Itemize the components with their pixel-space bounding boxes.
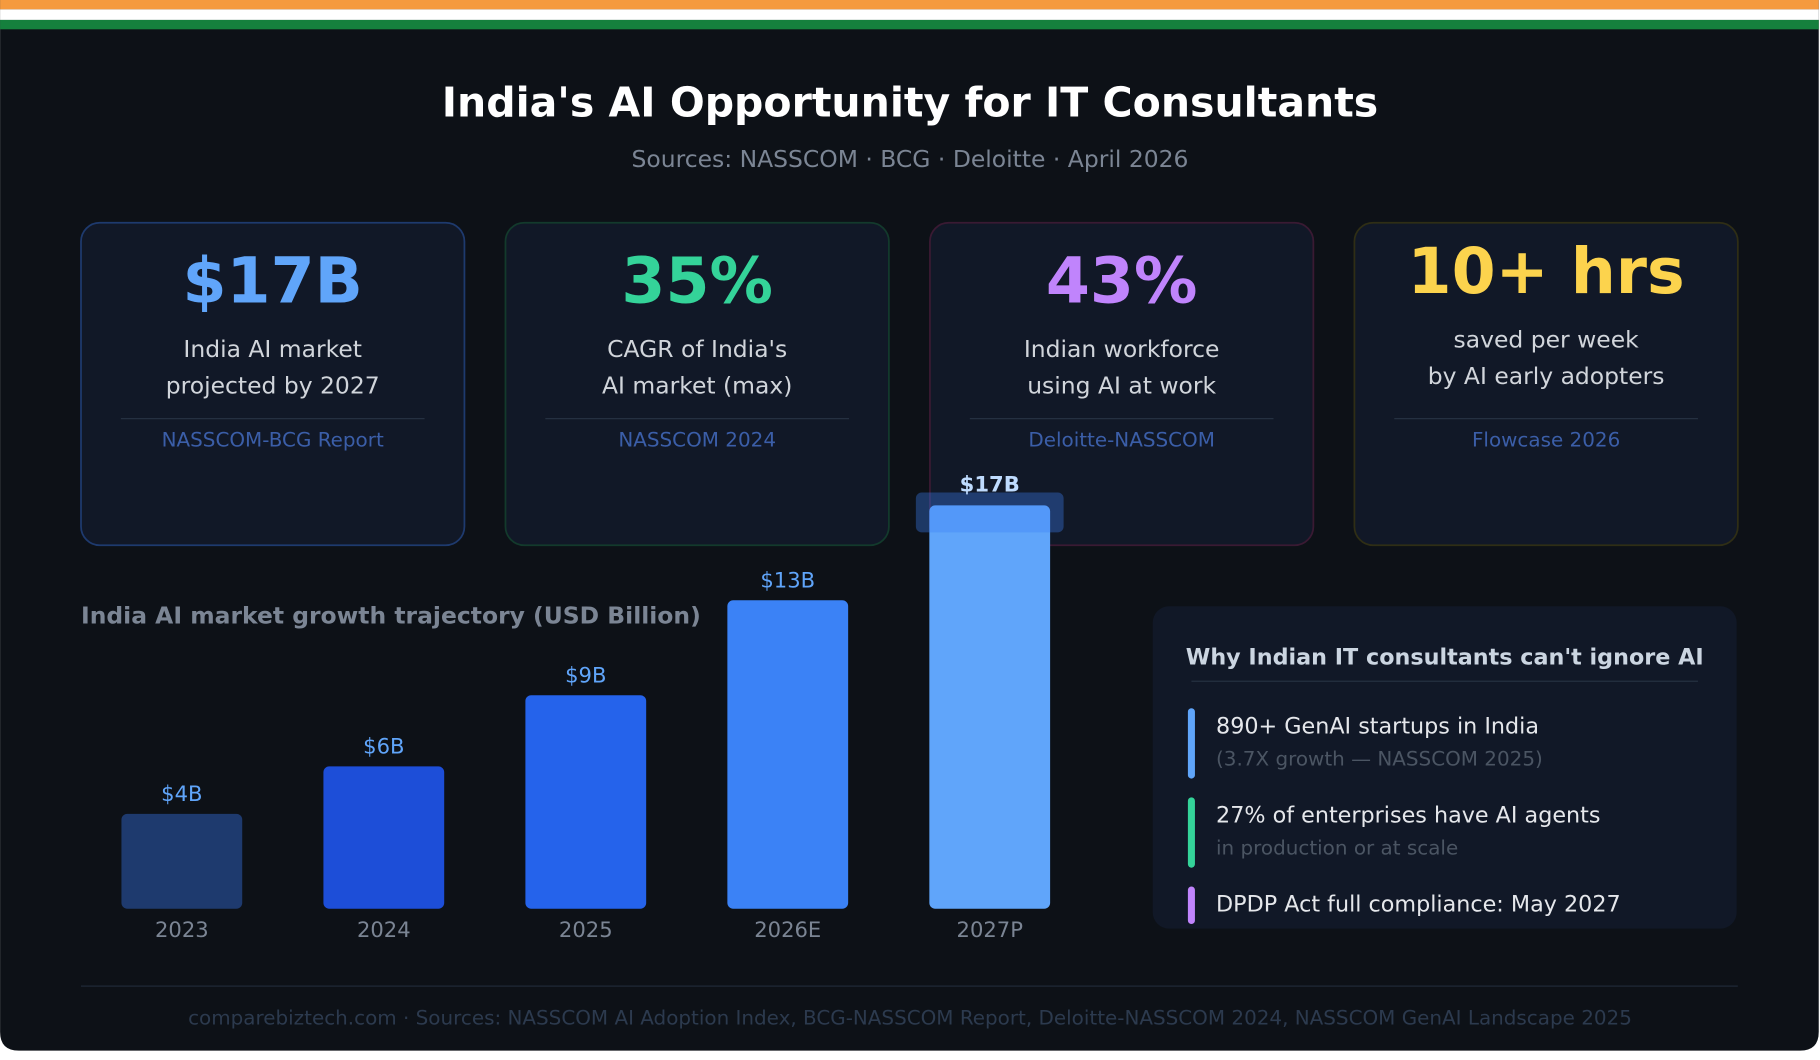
footer: comparebiztech.com · Sources: NASSCOM AI…	[188, 1006, 1632, 1029]
stat-value: $17B	[183, 244, 363, 318]
bar	[323, 766, 445, 909]
accent-bar	[1187, 797, 1195, 868]
bar	[727, 600, 849, 909]
value-label: $6B	[363, 734, 404, 759]
stat-label: AI market (max)	[602, 371, 792, 399]
flag-stripe	[0, 19, 1819, 30]
x-tick-label: 2025	[559, 917, 613, 942]
value-label: $13B	[760, 568, 815, 593]
stat-card	[80, 221, 466, 547]
x-tick-label: 2026E	[754, 917, 821, 942]
stat-label: Indian workforce	[1024, 335, 1220, 363]
stat-card	[504, 221, 890, 547]
flag-stripe	[0, 9, 1819, 20]
title: India's AI Opportunity for IT Consultant…	[442, 79, 1378, 127]
stat-label: CAGR of India's	[607, 335, 787, 363]
value-label: $4B	[161, 781, 202, 806]
subtitle: Sources: NASSCOM · BCG · Deloitte · Apri…	[632, 145, 1189, 173]
stat-value: 10+ hrs	[1408, 234, 1685, 308]
bar	[121, 813, 243, 909]
value-label: $17B	[960, 471, 1020, 496]
bar	[929, 505, 1051, 909]
label-highlight	[915, 492, 1064, 533]
stat-label: using AI at work	[1027, 371, 1216, 399]
stat-label: by AI early adopters	[1428, 362, 1665, 390]
x-tick-label: 2024	[357, 917, 411, 942]
panel-note: (3.7X growth — NASSCOM 2025)	[1216, 747, 1543, 770]
x-tick-label: 2027P	[957, 917, 1023, 942]
stat-value: 43%	[1046, 244, 1198, 318]
stat-source: Deloitte-NASSCOM	[1028, 428, 1215, 451]
chart-title: India AI market growth trajectory (USD B…	[81, 601, 701, 629]
stat-label: projected by 2027	[166, 371, 380, 399]
value-label: $9B	[565, 662, 606, 687]
stat-value: 35%	[621, 244, 773, 318]
x-tick-label: 2023	[155, 917, 209, 942]
bar	[525, 695, 647, 909]
stat-card	[1353, 221, 1739, 547]
panel-title: Why Indian IT consultants can't ignore A…	[1186, 644, 1704, 670]
accent-bar	[1187, 708, 1195, 779]
flag-stripe	[0, 0, 1819, 10]
stat-source: NASSCOM 2024	[618, 428, 776, 451]
stat-source: Flowcase 2026	[1472, 428, 1620, 451]
info-panel	[1152, 606, 1737, 929]
stat-card	[929, 221, 1315, 547]
stat-source: NASSCOM-BCG Report	[162, 428, 384, 451]
panel-note: in production or at scale	[1216, 836, 1458, 859]
accent-bar	[1187, 886, 1195, 924]
panel-item: 27% of enterprises have AI agents	[1216, 803, 1600, 829]
panel-item: 890+ GenAI startups in India	[1216, 713, 1539, 739]
panel-item: DPDP Act full compliance: May 2027	[1216, 892, 1621, 918]
stat-label: saved per week	[1454, 326, 1640, 354]
stat-label: India AI market	[183, 335, 362, 363]
